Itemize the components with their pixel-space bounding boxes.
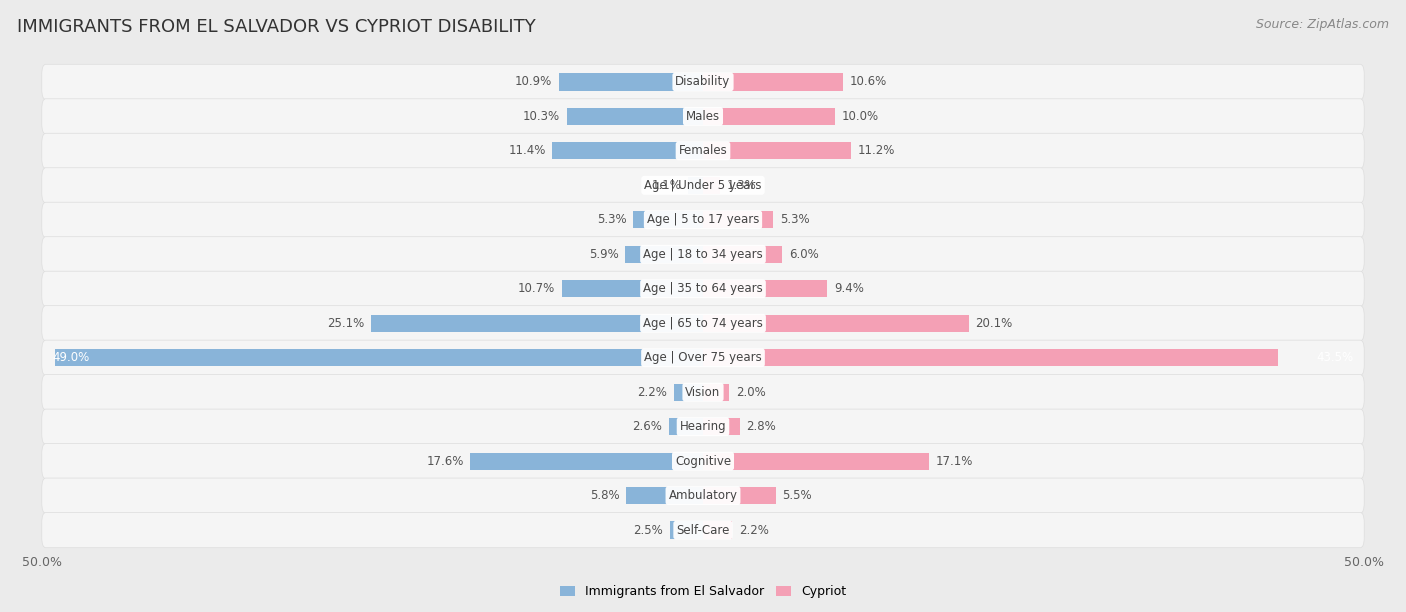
Text: 1.1%: 1.1% xyxy=(652,179,682,192)
Text: Source: ZipAtlas.com: Source: ZipAtlas.com xyxy=(1256,18,1389,31)
Bar xyxy=(669,418,703,435)
FancyBboxPatch shape xyxy=(42,375,1364,410)
Bar xyxy=(703,521,733,539)
Text: 11.4%: 11.4% xyxy=(509,144,546,157)
Text: 10.0%: 10.0% xyxy=(842,110,879,123)
Text: 10.3%: 10.3% xyxy=(523,110,560,123)
FancyBboxPatch shape xyxy=(42,168,1364,203)
FancyBboxPatch shape xyxy=(42,237,1364,272)
Text: 5.8%: 5.8% xyxy=(591,489,620,502)
Text: 49.0%: 49.0% xyxy=(53,351,90,364)
Bar xyxy=(633,211,703,228)
Text: Age | Under 5 years: Age | Under 5 years xyxy=(644,179,762,192)
FancyBboxPatch shape xyxy=(42,478,1364,513)
Text: 1.3%: 1.3% xyxy=(727,179,756,192)
FancyBboxPatch shape xyxy=(42,444,1364,479)
Bar xyxy=(626,245,703,263)
Text: 5.3%: 5.3% xyxy=(780,214,810,226)
Bar xyxy=(626,487,703,504)
Text: Age | 35 to 64 years: Age | 35 to 64 years xyxy=(643,282,763,295)
Text: 5.3%: 5.3% xyxy=(596,214,626,226)
Text: 2.5%: 2.5% xyxy=(634,524,664,537)
Bar xyxy=(560,73,703,91)
Text: 10.7%: 10.7% xyxy=(517,282,555,295)
Bar xyxy=(703,349,1278,367)
FancyBboxPatch shape xyxy=(42,512,1364,548)
Text: 11.2%: 11.2% xyxy=(858,144,896,157)
Bar xyxy=(703,487,776,504)
Bar xyxy=(55,349,703,367)
Text: 6.0%: 6.0% xyxy=(789,248,818,261)
Text: Males: Males xyxy=(686,110,720,123)
Text: Disability: Disability xyxy=(675,75,731,88)
Legend: Immigrants from El Salvador, Cypriot: Immigrants from El Salvador, Cypriot xyxy=(554,580,852,603)
Text: 20.1%: 20.1% xyxy=(976,317,1012,330)
Bar xyxy=(703,211,773,228)
Text: 5.5%: 5.5% xyxy=(782,489,811,502)
FancyBboxPatch shape xyxy=(42,202,1364,237)
Text: 2.2%: 2.2% xyxy=(738,524,769,537)
Text: 2.8%: 2.8% xyxy=(747,420,776,433)
Bar xyxy=(703,73,844,91)
Bar xyxy=(703,452,929,470)
Bar xyxy=(371,315,703,332)
Bar xyxy=(703,245,782,263)
Bar xyxy=(703,177,720,194)
Text: 10.6%: 10.6% xyxy=(849,75,887,88)
Bar xyxy=(673,384,703,401)
Text: Vision: Vision xyxy=(685,386,721,398)
Text: 2.6%: 2.6% xyxy=(633,420,662,433)
Text: Self-Care: Self-Care xyxy=(676,524,730,537)
Bar xyxy=(689,177,703,194)
Text: IMMIGRANTS FROM EL SALVADOR VS CYPRIOT DISABILITY: IMMIGRANTS FROM EL SALVADOR VS CYPRIOT D… xyxy=(17,18,536,36)
Bar xyxy=(703,280,827,297)
FancyBboxPatch shape xyxy=(42,305,1364,341)
Bar xyxy=(703,315,969,332)
Text: 5.9%: 5.9% xyxy=(589,248,619,261)
Text: 2.0%: 2.0% xyxy=(737,386,766,398)
FancyBboxPatch shape xyxy=(42,133,1364,168)
FancyBboxPatch shape xyxy=(42,340,1364,375)
Text: 43.5%: 43.5% xyxy=(1316,351,1353,364)
FancyBboxPatch shape xyxy=(42,409,1364,444)
Text: 9.4%: 9.4% xyxy=(834,282,863,295)
Text: Cognitive: Cognitive xyxy=(675,455,731,468)
FancyBboxPatch shape xyxy=(42,64,1364,100)
Bar xyxy=(471,452,703,470)
Text: Age | 18 to 34 years: Age | 18 to 34 years xyxy=(643,248,763,261)
Bar xyxy=(561,280,703,297)
Text: Age | 5 to 17 years: Age | 5 to 17 years xyxy=(647,214,759,226)
Text: 17.1%: 17.1% xyxy=(935,455,973,468)
Text: Ambulatory: Ambulatory xyxy=(668,489,738,502)
Bar xyxy=(703,142,851,160)
Bar xyxy=(703,384,730,401)
Text: Age | Over 75 years: Age | Over 75 years xyxy=(644,351,762,364)
Text: 17.6%: 17.6% xyxy=(426,455,464,468)
Bar xyxy=(553,142,703,160)
Text: 25.1%: 25.1% xyxy=(328,317,364,330)
Text: 10.9%: 10.9% xyxy=(515,75,553,88)
Text: 2.2%: 2.2% xyxy=(637,386,668,398)
Text: Age | 65 to 74 years: Age | 65 to 74 years xyxy=(643,317,763,330)
Bar xyxy=(669,521,703,539)
Text: Females: Females xyxy=(679,144,727,157)
Bar xyxy=(567,108,703,125)
FancyBboxPatch shape xyxy=(42,271,1364,307)
Text: Hearing: Hearing xyxy=(679,420,727,433)
FancyBboxPatch shape xyxy=(42,99,1364,134)
Bar xyxy=(703,108,835,125)
Bar xyxy=(703,418,740,435)
